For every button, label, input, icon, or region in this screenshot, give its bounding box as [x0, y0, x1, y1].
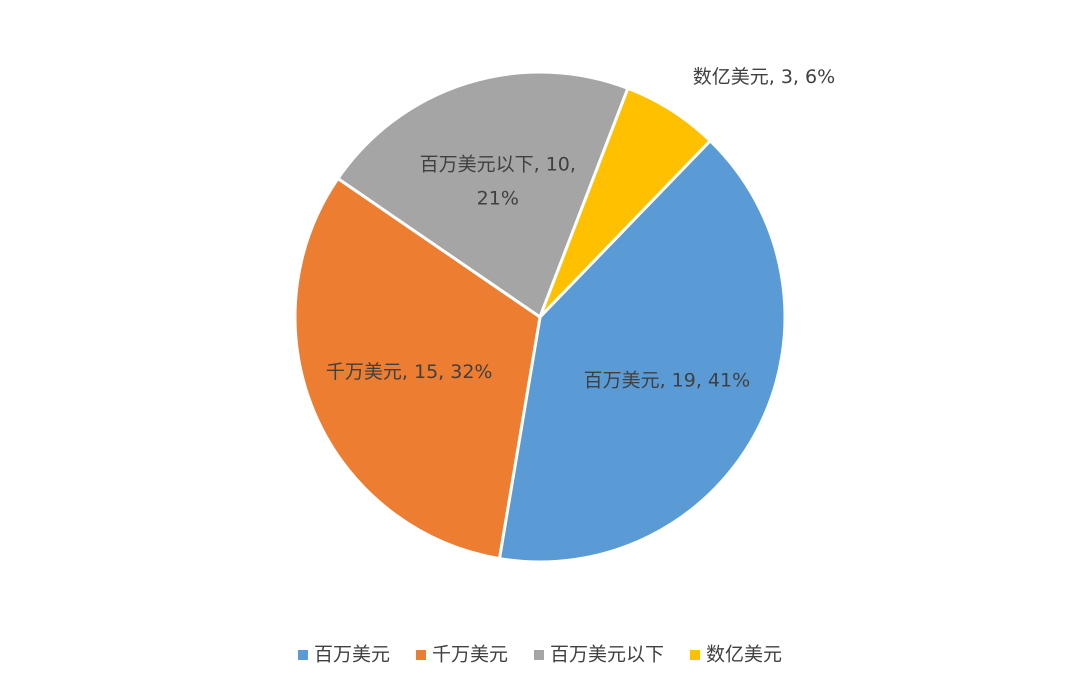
pie-slice — [538, 86, 713, 319]
data-label-line: 百万美元以下, 10, — [420, 153, 576, 175]
data-label: 千万美元, 15, 32% — [326, 361, 493, 383]
pie-slice — [497, 138, 787, 564]
data-label-line: 21% — [477, 187, 519, 209]
data-label: 数亿美元, 3, 6% — [693, 66, 835, 88]
legend-swatch — [415, 650, 426, 660]
legend-label: 千万美元 — [432, 644, 508, 666]
pie-slice — [335, 70, 630, 320]
data-label: 百万美元以下, 10, 21% — [420, 153, 576, 209]
legend-label: 百万美元以下 — [550, 644, 664, 666]
legend: 百万美元 千万美元 百万美元以下 数亿美元 — [297, 644, 782, 666]
legend-swatch — [297, 650, 308, 660]
legend-swatch — [534, 650, 544, 660]
data-label: 百万美元, 19, 41% — [584, 369, 751, 391]
legend-swatch — [690, 650, 701, 660]
legend-label: 百万美元 — [314, 644, 390, 666]
pie-slice — [293, 176, 542, 561]
legend-label: 数亿美元 — [706, 644, 782, 666]
